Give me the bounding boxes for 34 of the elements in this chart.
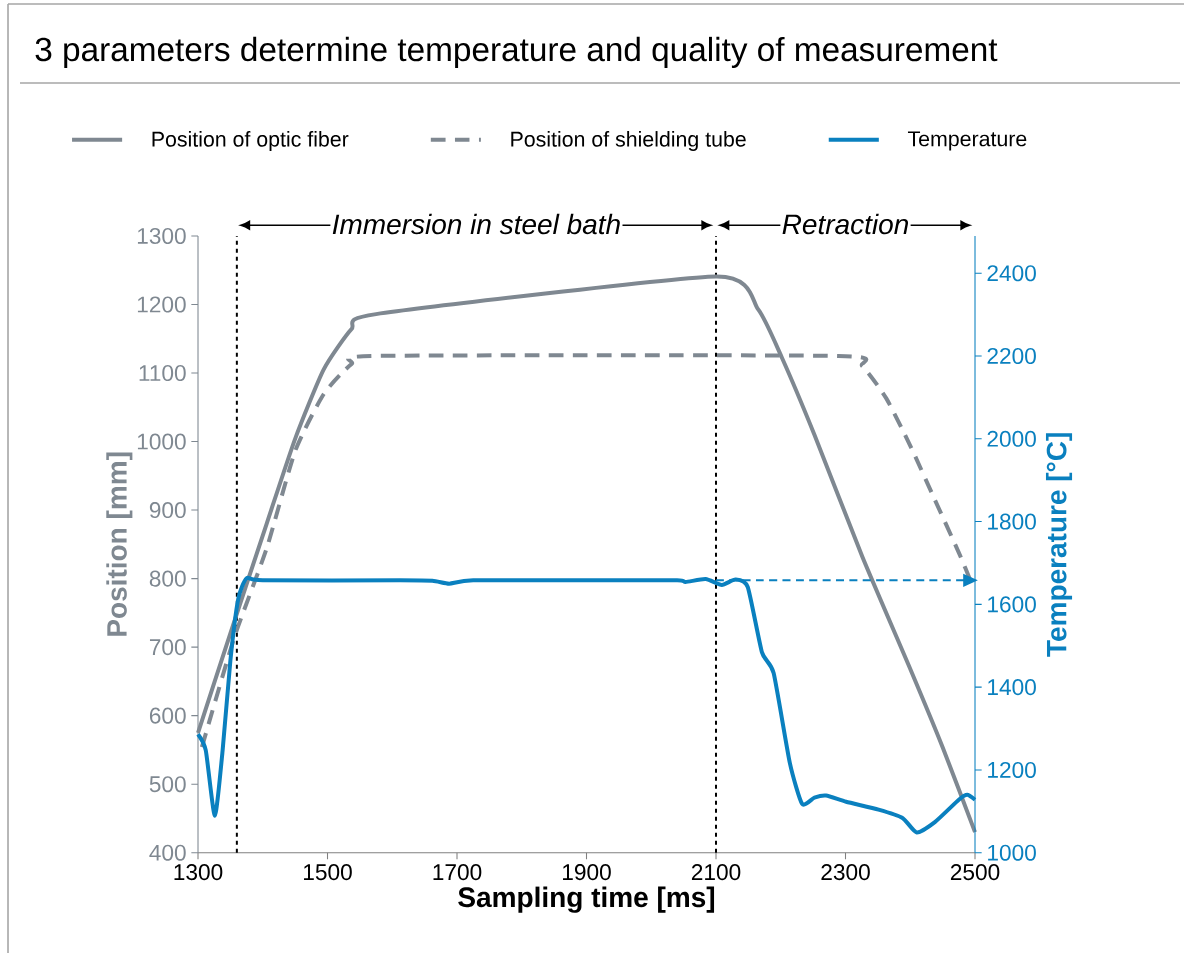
chart-title: 3 parameters determine temperature and quality of measurement: [35, 36, 998, 68]
y-tick-label: 800: [149, 570, 186, 587]
text: Immersion in steel bath: [332, 213, 620, 235]
y-tick-label: 1300: [137, 227, 186, 245]
y2-tick-label: 2400: [987, 265, 1036, 282]
y-tick-label: 600: [149, 707, 186, 724]
y-axis-title: Position [mm]: [106, 452, 133, 636]
y-tick-label: 700: [149, 639, 186, 656]
y-tick-label: 1200: [137, 296, 186, 313]
y2-tick-label: 2000: [987, 430, 1036, 447]
y2-axis-title: Temperature [°C]: [1045, 433, 1073, 657]
y2-tick-label: 1000: [988, 844, 1036, 861]
legend-label: Temperature: [907, 131, 1027, 151]
x-axis-title: Sampling time [ms]: [458, 886, 715, 913]
y2-tick-label: 1800: [988, 513, 1036, 530]
text: Retraction: [782, 213, 909, 235]
y2-tick-label: 1400: [988, 679, 1036, 696]
x-tick-label: 2300: [821, 864, 870, 881]
x-tick-label: 2500: [950, 864, 1000, 881]
x-tick-label: 1700: [433, 864, 482, 881]
y-tick-label: 900: [149, 502, 186, 519]
x-tick-label: 2100: [691, 864, 741, 881]
x-tick-label: 1900: [563, 864, 611, 881]
x-tick-label: 1300: [174, 864, 223, 881]
y2-tick-label: 2200: [987, 347, 1036, 365]
legend-label: Position of optic fiber: [152, 131, 349, 151]
y-tick-label: 500: [149, 776, 186, 793]
y-tick-label: 1100: [139, 365, 186, 382]
y2-tick-label: 1600: [988, 596, 1036, 613]
y-tick-label: 1000: [137, 433, 186, 450]
y-tick-label: 400: [149, 844, 186, 861]
legend-label: Position of shielding tube: [511, 131, 746, 151]
y2-tick-label: 1200: [988, 761, 1036, 778]
x-tick-label: 1500: [304, 864, 352, 881]
